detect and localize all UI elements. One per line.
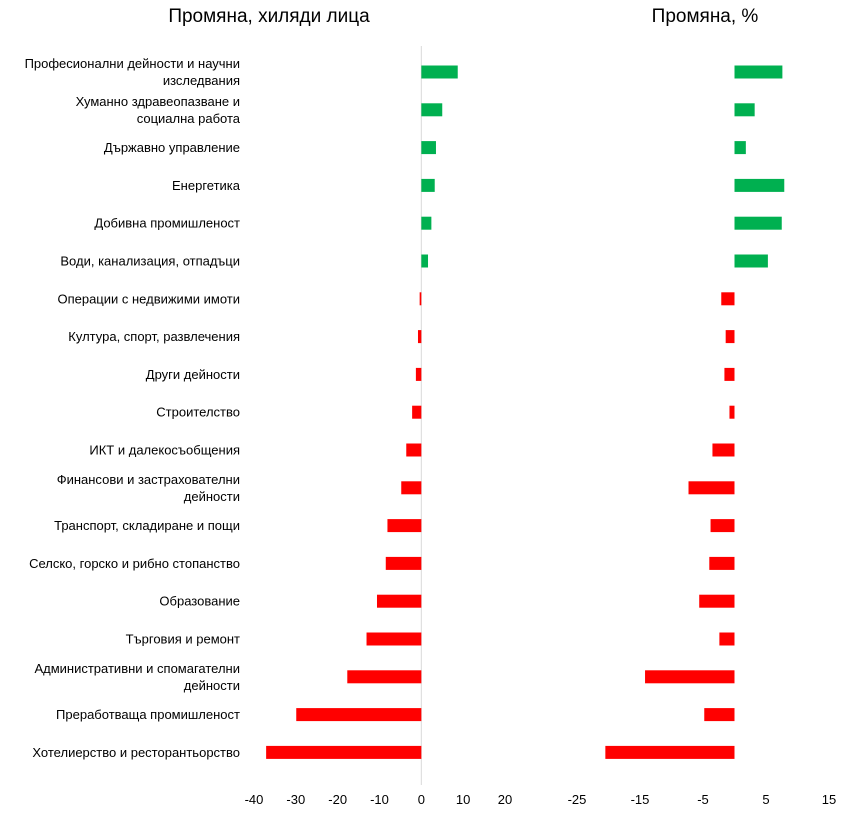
bar (266, 745, 422, 759)
category-labels: Професионални дейности и научни изследван… (25, 56, 241, 760)
category-label: Административни и спомагателни дейности (34, 661, 240, 693)
category-label: Държавно управление (104, 140, 240, 155)
tick-label: -5 (697, 792, 709, 807)
bar (734, 254, 768, 268)
bar (421, 141, 436, 155)
bar (719, 632, 735, 646)
bar (734, 65, 783, 79)
tick-label: -25 (568, 792, 587, 807)
tick-label: 20 (498, 792, 512, 807)
category-label: ИКТ и далекосъобщения (89, 443, 240, 458)
category-label: Операции с недвижими имоти (57, 291, 240, 306)
bar (406, 443, 422, 457)
bar (401, 481, 422, 495)
bar (729, 405, 735, 419)
tick-label: 10 (456, 792, 470, 807)
bar (417, 330, 422, 344)
bar (704, 708, 735, 722)
bar (734, 141, 746, 155)
category-label: Хотелиерство и ресторантьорство (32, 745, 240, 760)
category-label: Хуманно здравеопазване и социална работа (76, 94, 241, 126)
bar (645, 670, 735, 684)
bar (734, 103, 755, 117)
tick-label: -30 (286, 792, 305, 807)
bar (688, 481, 735, 495)
category-label-line: Финансови и застрахователни (57, 472, 240, 487)
bar (734, 178, 785, 192)
category-label: Води, канализация, отпадъци (60, 254, 240, 269)
category-label: Финансови и застрахователни дейности (57, 472, 240, 504)
category-label: Други дейности (146, 367, 240, 382)
bar (347, 670, 422, 684)
category-label-line: Хуманно здравеопазване и (76, 94, 240, 109)
bar (415, 367, 422, 381)
category-label: Енергетика (172, 178, 241, 193)
bar (376, 594, 422, 608)
tick-label: -15 (631, 792, 650, 807)
bar (385, 556, 422, 570)
bar (712, 443, 735, 457)
category-label: Добивна промишленост (94, 216, 240, 231)
tick-label: 5 (762, 792, 769, 807)
category-label: Култура, спорт, развлечения (68, 329, 240, 344)
category-label: Образование (159, 594, 240, 609)
tick-label: -40 (245, 792, 264, 807)
category-label: Търговия и ремонт (126, 632, 240, 647)
bar (412, 405, 422, 419)
bar (296, 708, 422, 722)
bar (721, 292, 735, 306)
tick-label: -10 (370, 792, 389, 807)
bar (699, 594, 735, 608)
category-label-line: дейности (184, 678, 240, 693)
bar (709, 556, 735, 570)
tick-label: 15 (822, 792, 836, 807)
bar (725, 330, 735, 344)
category-label-line: социална работа (137, 111, 241, 126)
bar (421, 216, 432, 230)
category-label: Селско, горско и рибно стопанство (29, 556, 240, 571)
category-label: Строителство (156, 405, 240, 420)
category-label-line: Административни и спомагателни (34, 661, 240, 676)
category-label-line: изследвания (163, 73, 240, 88)
bar (605, 745, 735, 759)
category-label: Професионални дейности и научни изследван… (25, 56, 240, 88)
bar (421, 65, 458, 79)
panel-title: Промяна, хиляди лица (168, 6, 370, 27)
tick-label: -20 (328, 792, 347, 807)
panel-thousands: Промяна, хиляди лица -40 -30 -20 -10 0 10 20 (168, 6, 512, 807)
category-label: Преработваща промишленост (56, 707, 240, 722)
tick-label: 0 (418, 792, 425, 807)
category-label-line: дейности (184, 489, 240, 504)
bar (421, 178, 435, 192)
bar (387, 519, 422, 533)
category-label: Транспорт, складиране и пощи (54, 518, 240, 533)
bar (710, 519, 735, 533)
bar (724, 367, 735, 381)
panel-title: Промяна, % (652, 6, 759, 27)
bar (421, 103, 443, 117)
panel-percent: Промяна, % -25 -15 -5 5 15 (568, 6, 837, 807)
bar (421, 254, 429, 268)
bar (734, 216, 782, 230)
bar (366, 632, 422, 646)
category-label-line: Професионални дейности и научни (25, 56, 240, 71)
bar (419, 292, 422, 306)
